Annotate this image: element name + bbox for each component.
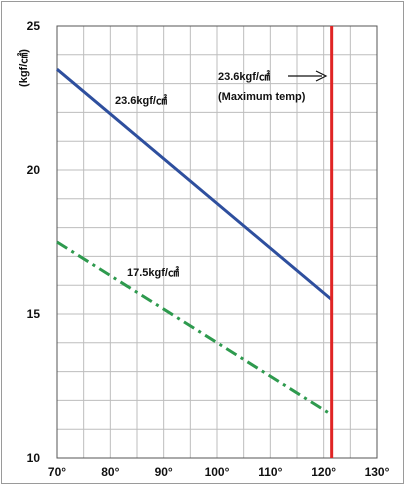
series-line-upper: [57, 69, 332, 299]
y-tick-label: 10: [27, 451, 41, 465]
x-tick-label: 70°: [48, 465, 66, 479]
y-tick-label: 15: [27, 307, 41, 321]
grid: [57, 26, 377, 458]
x-tick-label: 90°: [155, 465, 173, 479]
y-tick-label: 20: [27, 163, 41, 177]
x-tick-label: 80°: [101, 465, 119, 479]
max-temp-arrow: [288, 71, 326, 81]
series-line-lower: [57, 242, 332, 415]
max-temp-label: 23.6kgf/㎠: [218, 69, 270, 83]
x-tick-label: 100°: [205, 465, 230, 479]
x-tick-label: 120°: [311, 465, 336, 479]
y-tick-label: 25: [27, 19, 41, 33]
max-temp-label-sub: (Maximum temp): [218, 91, 306, 103]
y-axis-label: (kgf/㎠): [16, 49, 30, 87]
upper-line-label: 23.6kgf/㎠: [115, 93, 167, 107]
x-tick-label: 130°: [365, 465, 390, 479]
series-layer: [57, 69, 332, 415]
lower-line-label: 17.5kgf/㎠: [127, 265, 179, 279]
x-tick-label: 110°: [258, 465, 282, 479]
